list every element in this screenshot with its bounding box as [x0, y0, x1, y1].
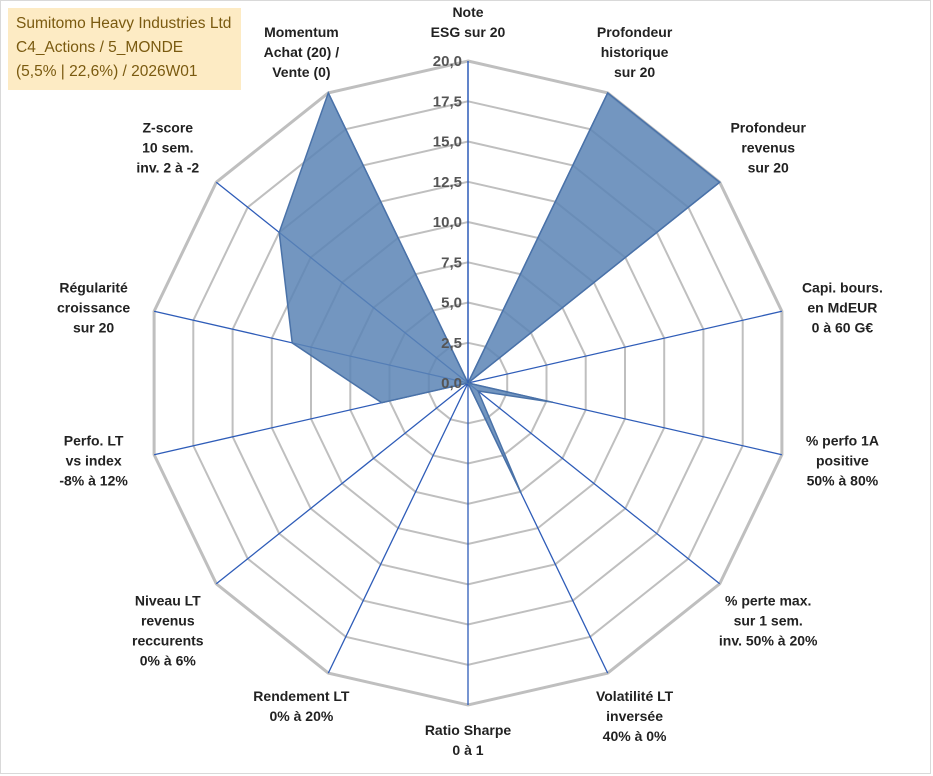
title-line-stats: (5,5% | 22,6%) / 2026W01 — [16, 63, 198, 80]
radar-tick-labels: 0,0 2,5 5,0 7,5 10,0 12,5 15,0 17,5 20,0 — [433, 53, 462, 392]
radar-axis-labels: Note ESG sur 20 Profondeur historique sur 20… — [57, 4, 883, 758]
axis-label: Capi. bours. en MdEUR 0 à 60 G€ — [802, 280, 883, 336]
tick-label: 20,0 — [433, 53, 462, 70]
tick-label: 7,5 — [441, 254, 462, 271]
axis-spoke — [467, 310, 783, 384]
axis-label: Perfo. LT vs index -8% à 12% — [59, 433, 128, 489]
axis-label: Note ESG sur 20 — [431, 4, 506, 40]
axis-label: Volatilité LT inversée 40% à 0% — [596, 688, 674, 744]
tick-label: 0,0 — [441, 375, 462, 392]
axis-label: Z-score 10 sem. inv. 2 à -2 — [136, 120, 199, 176]
tick-label: 5,0 — [441, 295, 462, 312]
tick-label: 17,5 — [433, 93, 462, 110]
axis-label: Régularité croissance sur 20 — [57, 280, 130, 336]
axis-label: % perte max. sur 1 sem. inv. 50% à 20% — [719, 593, 818, 649]
axis-label: Profondeur revenus sur 20 — [730, 120, 806, 176]
axis-spoke — [467, 382, 721, 585]
axis-label: Niveau LT revenus reccurents 0% à 6% — [132, 593, 204, 669]
axis-label: % perfo 1A positive 50% à 80% — [806, 433, 879, 489]
axis-label: Momentum Achat (20) / Vente (0) — [264, 24, 340, 80]
axis-spoke — [215, 382, 469, 585]
axis-label: Ratio Sharpe 0 à 1 — [425, 722, 512, 758]
title-line-category: C4_Actions / 5_MONDE — [16, 39, 184, 56]
axis-label: Profondeur historique sur 20 — [597, 24, 673, 80]
axis-label: Rendement LT 0% à 20% — [253, 688, 350, 724]
tick-label: 15,0 — [433, 134, 462, 151]
tick-label: 10,0 — [433, 214, 462, 231]
series-area — [278, 90, 721, 494]
tick-label: 12,5 — [433, 174, 462, 191]
chart-title-box: Sumitomo Heavy Industries Ltd C4_Actions… — [8, 8, 242, 90]
title-line-company: Sumitomo Heavy Industries Ltd — [16, 15, 232, 32]
axis-spoke — [327, 382, 469, 674]
radar-series — [278, 61, 721, 494]
tick-label: 2,5 — [441, 335, 462, 352]
